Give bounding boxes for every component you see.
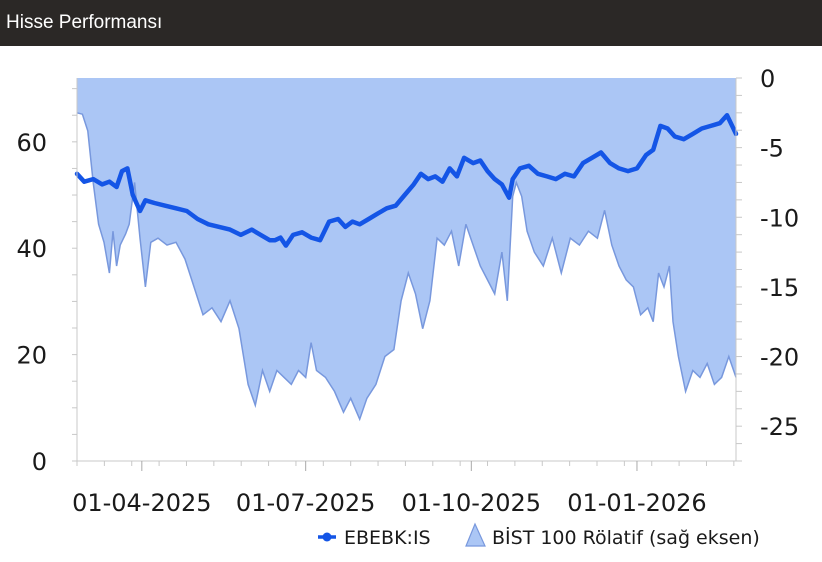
legend-label-relative: BİST 100 Rölatif (sağ eksen)	[492, 526, 760, 549]
performance-chart: 0 20 40 60 0 -5 -10 -15 -20 -25 01-04-2025 01-07-20…	[16, 65, 799, 549]
stock-series-line	[74, 112, 739, 248]
right-tick-label: -25	[760, 413, 799, 441]
panel-title: Hisse Performansı	[6, 12, 163, 33]
bottom-tick-label: 01-04-2025	[72, 489, 211, 517]
right-tick-label: -15	[760, 274, 799, 302]
right-tick-label: 0	[760, 65, 775, 93]
legend: EBEBK:IS BİST 100 Rölatif (sağ eksen)	[318, 522, 760, 549]
legend-line-marker	[322, 532, 332, 542]
area-series-edge	[76, 112, 737, 422]
right-tick-label: -5	[760, 135, 784, 163]
axes: 0 20 40 60 0 -5 -10 -15 -20 -25 01-04-2025 01-07-20…	[16, 65, 799, 517]
stock-line-layer	[74, 112, 739, 248]
relative-area-layer	[76, 78, 737, 422]
right-tick-label: -10	[760, 204, 799, 232]
right-tick-label: -20	[760, 344, 799, 372]
bottom-tick-label: 01-07-2025	[236, 489, 375, 517]
bottom-tick-label: 01-01-2026	[567, 489, 706, 517]
left-tick-label: 0	[32, 448, 47, 476]
area-series-fill	[77, 78, 736, 420]
left-tick-label: 20	[16, 342, 47, 370]
bottom-tick-label: 01-10-2025	[402, 489, 541, 517]
left-tick-label: 40	[16, 235, 47, 263]
legend-label-stock: EBEBK:IS	[344, 527, 431, 549]
panel-header: Hisse Performansı	[0, 0, 822, 46]
legend-area-swatch	[465, 522, 486, 547]
left-tick-label: 60	[16, 129, 47, 157]
